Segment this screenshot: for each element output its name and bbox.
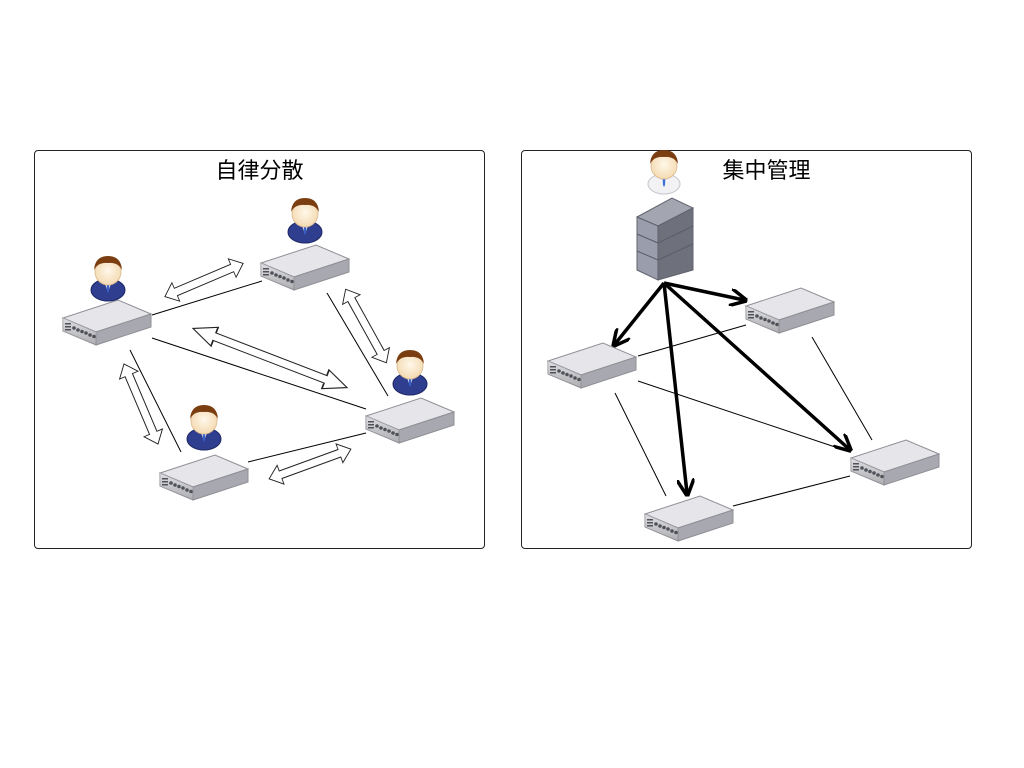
network-switch-icon [850, 439, 940, 486]
network-switch-icon [365, 397, 455, 444]
double-arrow-icon [114, 359, 168, 449]
user-icon [90, 255, 126, 302]
network-switch-icon [260, 244, 350, 291]
panel-title-right: 集中管理 [722, 159, 811, 184]
network-switch-icon [644, 495, 734, 542]
user-icon [186, 404, 222, 451]
double-arrow-icon [160, 253, 248, 307]
panel-title-left: 自律分散 [215, 159, 304, 184]
left-double-arrows [114, 253, 396, 489]
network-switch-icon [547, 342, 637, 389]
right-links [614, 324, 873, 507]
control-arrows [615, 281, 849, 493]
server-icon [635, 197, 695, 281]
network-switch-icon [159, 454, 249, 501]
network-switch-icon [745, 287, 835, 334]
network-switch-icon [62, 299, 152, 346]
user-icon [287, 197, 323, 244]
user-icon [647, 149, 681, 195]
double-arrow-icon [336, 283, 396, 369]
left-links [129, 280, 389, 463]
user-icon [392, 349, 428, 396]
